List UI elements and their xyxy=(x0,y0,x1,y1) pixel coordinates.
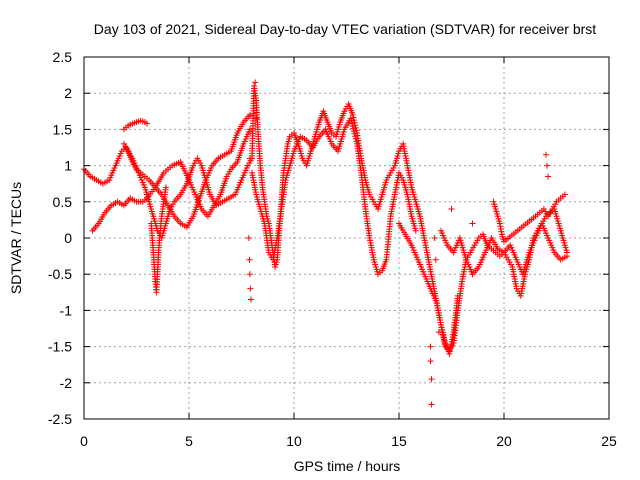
data-point xyxy=(498,228,505,235)
data-point xyxy=(564,253,570,260)
data-point xyxy=(496,220,503,227)
x-tick-label: 0 xyxy=(80,433,88,449)
data-point xyxy=(438,324,445,331)
data-point xyxy=(544,162,551,169)
data-point xyxy=(246,111,253,118)
y-tick-label: -2 xyxy=(60,375,73,391)
data-point xyxy=(439,327,446,334)
data-point xyxy=(428,376,435,383)
x-tick-label: 20 xyxy=(496,433,512,449)
data-point xyxy=(438,321,444,328)
data-point xyxy=(252,79,259,86)
data-point xyxy=(543,151,549,158)
data-point xyxy=(352,133,359,140)
data-point xyxy=(454,292,461,299)
data-point xyxy=(351,117,357,124)
data-point xyxy=(247,285,254,292)
data-point xyxy=(439,329,446,336)
data-point xyxy=(351,119,358,126)
x-tick-label: 25 xyxy=(601,433,617,449)
data-point xyxy=(497,225,504,232)
data-point xyxy=(427,358,434,365)
data-point xyxy=(245,235,252,241)
y-axis-label: SDTVAR / TECUs xyxy=(8,182,24,294)
plot-frame xyxy=(83,56,610,420)
y-tick-label: -1 xyxy=(60,302,73,318)
data-point xyxy=(350,114,357,121)
data-point xyxy=(350,125,357,132)
y-tick-label: 2.5 xyxy=(53,49,73,65)
axis-ticks: -2.5 -2 -1.5 -1 -0.5 0 0.5 1 1.5 2 2.5 0 5 10 15 20 25 xyxy=(48,49,617,449)
data-point xyxy=(353,127,360,134)
data-point xyxy=(348,120,355,127)
y-tick-label: 2 xyxy=(64,85,72,101)
data-points xyxy=(81,79,570,408)
x-tick-label: 15 xyxy=(391,433,407,449)
data-point xyxy=(545,173,552,180)
grid xyxy=(84,57,609,419)
data-point xyxy=(246,155,253,162)
y-tick-label: -2.5 xyxy=(48,411,72,427)
data-point xyxy=(435,329,442,336)
x-tick-label: 10 xyxy=(286,433,302,449)
data-point xyxy=(561,191,568,198)
y-tick-label: 0 xyxy=(64,230,72,246)
data-point xyxy=(441,337,448,344)
y-tick-label: -1.5 xyxy=(48,339,72,355)
data-point xyxy=(353,138,360,145)
data-point xyxy=(352,124,359,131)
x-tick-label: 5 xyxy=(185,433,193,449)
data-point xyxy=(162,184,169,191)
data-point xyxy=(352,135,359,142)
chart-title: Day 103 of 2021, Sidereal Day-to-day VTE… xyxy=(94,21,596,37)
data-point xyxy=(497,223,504,230)
data-point xyxy=(428,401,435,408)
y-tick-label: 0.5 xyxy=(53,194,73,210)
data-point xyxy=(469,220,476,227)
data-point xyxy=(349,111,356,118)
data-point xyxy=(246,126,253,133)
data-point xyxy=(348,118,355,125)
data-point xyxy=(441,334,447,341)
data-point xyxy=(246,256,253,263)
data-point xyxy=(253,115,260,122)
x-axis-label: GPS time / hours xyxy=(294,458,401,474)
y-tick-label: 1 xyxy=(64,158,72,174)
data-point xyxy=(144,120,150,127)
y-tick-label: -0.5 xyxy=(48,266,72,282)
data-point xyxy=(246,271,253,278)
data-point xyxy=(440,332,447,339)
data-point xyxy=(448,206,455,213)
data-point xyxy=(350,128,357,135)
data-point xyxy=(352,122,359,129)
data-point xyxy=(431,235,438,241)
data-point xyxy=(347,115,354,122)
data-point xyxy=(351,130,358,137)
data-point xyxy=(247,296,254,303)
y-tick-label: 1.5 xyxy=(53,121,73,137)
data-point xyxy=(427,343,434,350)
data-point xyxy=(432,256,439,263)
data-point xyxy=(349,123,356,130)
data-point xyxy=(412,227,419,234)
